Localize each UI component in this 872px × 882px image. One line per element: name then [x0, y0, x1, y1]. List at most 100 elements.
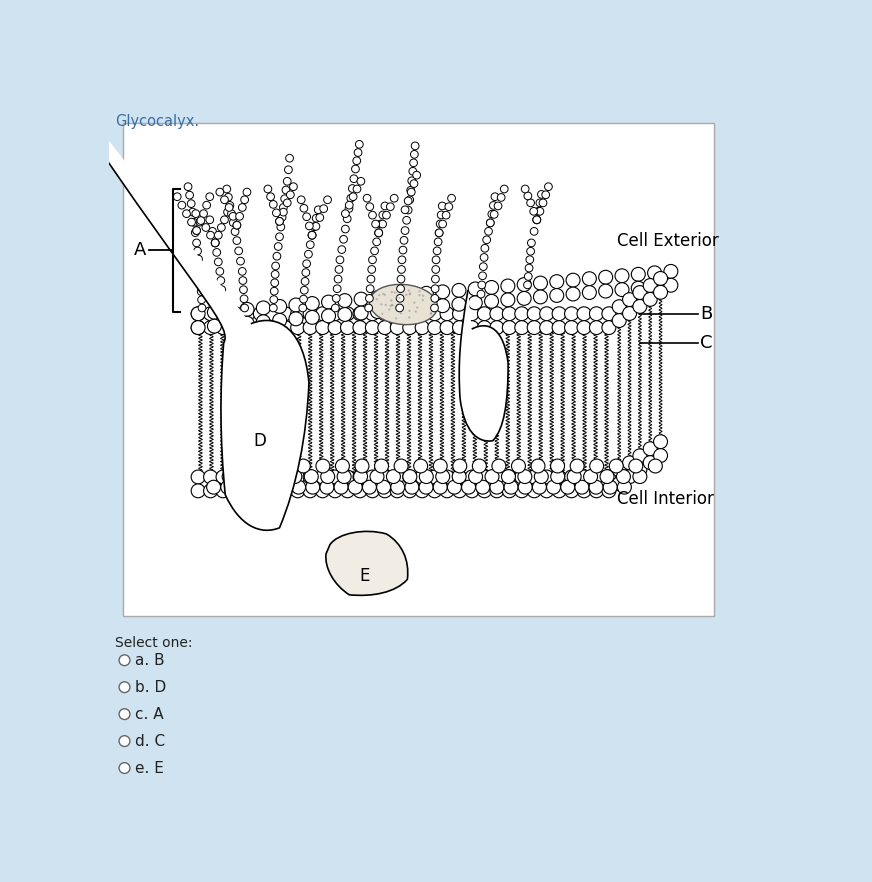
- Circle shape: [405, 294, 407, 296]
- Circle shape: [267, 193, 275, 200]
- Circle shape: [534, 290, 548, 304]
- Circle shape: [512, 459, 526, 473]
- Circle shape: [276, 459, 290, 473]
- Circle shape: [197, 217, 205, 224]
- Circle shape: [633, 463, 647, 476]
- Circle shape: [189, 208, 196, 216]
- Circle shape: [524, 192, 532, 200]
- Circle shape: [271, 279, 278, 287]
- Circle shape: [308, 231, 316, 239]
- Circle shape: [386, 469, 400, 483]
- Circle shape: [257, 459, 271, 473]
- Text: Cell Interior: Cell Interior: [617, 490, 713, 507]
- Circle shape: [240, 286, 248, 294]
- Circle shape: [396, 304, 404, 312]
- Circle shape: [221, 216, 228, 224]
- Circle shape: [211, 239, 219, 247]
- Circle shape: [589, 459, 603, 473]
- Circle shape: [303, 213, 310, 220]
- Circle shape: [365, 470, 379, 484]
- Circle shape: [191, 321, 205, 334]
- Circle shape: [623, 456, 637, 470]
- Circle shape: [174, 193, 181, 200]
- Circle shape: [290, 470, 304, 484]
- Circle shape: [399, 246, 407, 254]
- Circle shape: [320, 205, 328, 213]
- Circle shape: [289, 298, 303, 312]
- Circle shape: [220, 304, 228, 312]
- Circle shape: [602, 470, 616, 484]
- Circle shape: [589, 307, 603, 321]
- Circle shape: [391, 321, 405, 334]
- Circle shape: [266, 484, 280, 497]
- Circle shape: [440, 470, 454, 484]
- Circle shape: [623, 470, 637, 483]
- Circle shape: [602, 321, 616, 334]
- Circle shape: [536, 207, 544, 215]
- Circle shape: [473, 459, 487, 473]
- Circle shape: [385, 303, 387, 306]
- Circle shape: [552, 470, 566, 484]
- Circle shape: [342, 225, 350, 233]
- Circle shape: [207, 481, 221, 494]
- Circle shape: [388, 309, 391, 310]
- Circle shape: [233, 221, 241, 229]
- Circle shape: [612, 300, 626, 314]
- Circle shape: [391, 481, 405, 494]
- Circle shape: [386, 203, 394, 211]
- Circle shape: [335, 265, 343, 273]
- Circle shape: [465, 484, 479, 497]
- Circle shape: [403, 216, 411, 224]
- Circle shape: [333, 285, 341, 293]
- Circle shape: [337, 308, 351, 321]
- Circle shape: [278, 470, 292, 484]
- Circle shape: [302, 269, 310, 276]
- Circle shape: [465, 321, 479, 334]
- Circle shape: [433, 481, 447, 494]
- Circle shape: [231, 228, 239, 235]
- Circle shape: [397, 285, 405, 293]
- Circle shape: [490, 484, 504, 497]
- Circle shape: [492, 459, 506, 473]
- Circle shape: [334, 275, 342, 283]
- Circle shape: [453, 321, 467, 334]
- Circle shape: [430, 312, 433, 314]
- Circle shape: [200, 210, 208, 218]
- Circle shape: [340, 321, 354, 334]
- Circle shape: [490, 470, 504, 484]
- Text: C: C: [700, 334, 712, 352]
- Circle shape: [549, 274, 563, 288]
- Circle shape: [602, 484, 616, 497]
- Circle shape: [491, 193, 499, 200]
- Circle shape: [497, 194, 505, 201]
- Circle shape: [303, 307, 317, 321]
- Circle shape: [241, 307, 255, 321]
- Text: e. E: e. E: [134, 760, 163, 775]
- Circle shape: [648, 280, 662, 294]
- Circle shape: [478, 470, 492, 484]
- Circle shape: [198, 296, 206, 303]
- Circle shape: [228, 470, 242, 484]
- Circle shape: [415, 484, 429, 497]
- Circle shape: [332, 295, 340, 303]
- Circle shape: [306, 481, 320, 494]
- Circle shape: [280, 208, 287, 216]
- Circle shape: [445, 203, 453, 211]
- Circle shape: [615, 283, 629, 296]
- Circle shape: [602, 307, 616, 321]
- Circle shape: [273, 252, 281, 260]
- Circle shape: [403, 307, 417, 321]
- Circle shape: [453, 469, 467, 483]
- Circle shape: [193, 227, 201, 235]
- Circle shape: [403, 321, 417, 334]
- Circle shape: [644, 293, 657, 306]
- Circle shape: [408, 310, 411, 312]
- Circle shape: [405, 481, 419, 494]
- Circle shape: [432, 285, 439, 293]
- Circle shape: [208, 228, 216, 235]
- Circle shape: [409, 293, 411, 295]
- Circle shape: [266, 470, 280, 484]
- Circle shape: [419, 290, 420, 293]
- Circle shape: [241, 321, 255, 334]
- Circle shape: [228, 307, 242, 321]
